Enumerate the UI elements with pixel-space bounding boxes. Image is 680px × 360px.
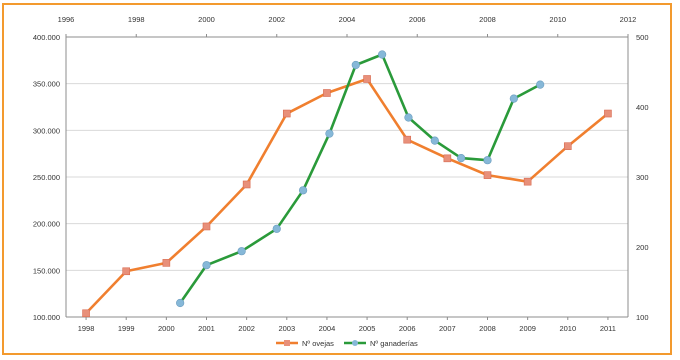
legend-marker-ganaderias [352,340,358,346]
x-tick-label: 2004 [319,324,336,333]
top-x-tick-label: 2002 [268,15,285,24]
chart-frame [2,3,672,355]
axes: 100.000 150.000 200.000 250.000 300.000 350.0… [33,15,649,333]
y-right-tick-label: 400 [636,103,649,112]
ganaderias-data-point [430,136,439,145]
ovejas-data-point [523,177,532,186]
x-tick-label: 2009 [519,324,536,333]
ovejas-data-point [162,259,171,267]
ganaderias-data-point [237,247,246,256]
ganaderias-data-point [483,156,492,165]
ganaderias-data-point [272,224,281,233]
ganaderias-data-point [351,60,360,70]
ovejas-data-point [202,222,211,231]
ovejas-data-point [323,89,331,97]
legend: Nº ovejas Nº ganaderías [276,339,418,348]
legend-label: Nº ovejas [302,339,334,348]
grid-lines [66,36,628,318]
x-tick-label: 2002 [238,324,255,333]
x-tick-label: 2011 [600,324,616,333]
ovejas-data-point [282,109,291,118]
y-right-tick-label: 100 [636,313,649,322]
y-left-tick-label: 250.000 [33,173,60,182]
x-tick-label: 1999 [118,324,135,333]
series-layer [82,50,612,318]
y-left-tick-label: 300.000 [33,126,60,135]
ganaderias-data-point [404,113,413,122]
top-x-tick-label: 2012 [620,15,637,24]
legend-marker-ovejas [284,340,290,346]
ovejas-data-point [363,75,371,83]
top-x-tick-label: 2006 [409,15,426,24]
y-left-tick-label: 400.000 [33,33,60,42]
ovejas-data-point [563,142,572,150]
y-left-tick-label: 100.000 [33,313,60,322]
ganaderias-data-point [509,94,518,103]
y-right-tick-label: 200 [636,243,649,252]
ovejas-data-point [242,180,251,189]
top-x-tick-label: 2010 [549,15,566,24]
ganaderias-data-point [176,298,185,308]
top-x-tick-label: 1998 [128,15,145,24]
ganaderias-data-point [298,186,308,195]
ovejas-data-point [604,109,612,118]
ovejas-data-point [443,154,452,163]
y-left-tick-label: 200.000 [33,220,60,229]
ganaderias-data-point [457,154,466,163]
x-tick-label: 2006 [399,324,416,333]
ovejas-data-point [82,309,90,318]
top-x-tick-label: 2004 [339,15,356,24]
series-line-1 [179,53,541,304]
top-x-tick-label: 2000 [198,15,215,24]
ganaderias-data-point [202,261,211,270]
y-left-tick-label: 150.000 [33,266,60,275]
series-line-0 [85,77,609,315]
x-tick-label: 2010 [559,324,576,333]
x-tick-label: 1998 [78,324,95,333]
ovejas-data-point [483,171,492,179]
top-x-tick-label: 1996 [58,15,75,24]
ovejas-data-point [122,267,131,276]
ganaderias-data-point [325,129,334,138]
y-right-tick-label: 300 [636,173,649,182]
legend-label: Nº ganaderías [370,339,418,348]
y-left-tick-label: 350.000 [33,80,60,89]
x-tick-label: 2001 [198,324,215,333]
ovejas-data-point [403,135,412,144]
top-x-tick-label: 2008 [479,15,496,24]
x-tick-label: 2005 [359,324,376,333]
ganaderias-data-point [536,80,545,89]
x-tick-label: 2003 [278,324,295,333]
ganaderias-data-point [378,50,387,59]
x-tick-label: 2000 [158,324,175,333]
x-tick-label: 2008 [479,324,496,333]
x-tick-label: 2007 [439,324,456,333]
y-right-tick-label: 500 [636,33,649,42]
